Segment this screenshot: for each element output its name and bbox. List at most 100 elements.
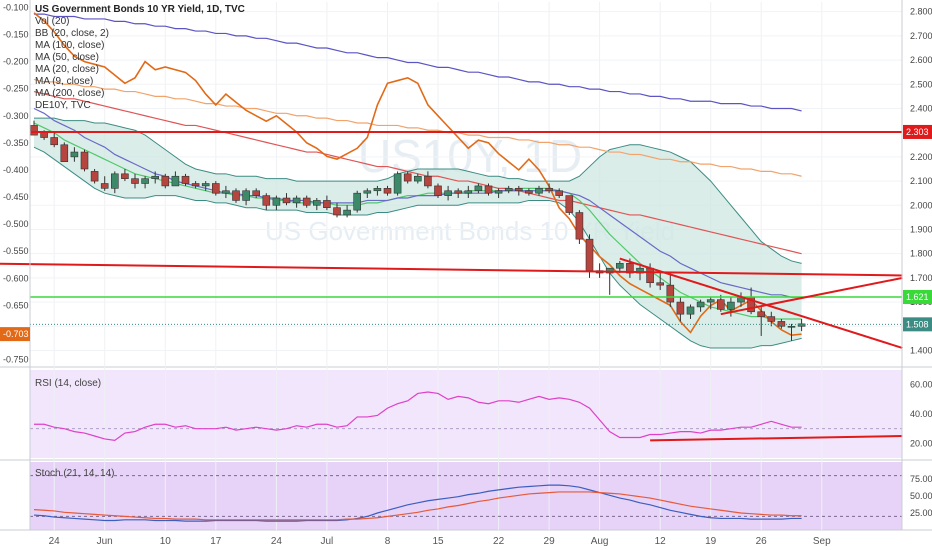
- legend-item-ma200[interactable]: MA (200, close): [35, 88, 105, 99]
- candle-body[interactable]: [626, 263, 634, 274]
- stoch-label[interactable]: Stoch (21, 14, 14): [35, 468, 115, 479]
- candle-body[interactable]: [454, 190, 463, 194]
- y-left-tick-label: -0.400: [3, 165, 29, 175]
- candle-body[interactable]: [434, 185, 442, 196]
- candle-body[interactable]: [424, 175, 432, 187]
- legend-item-ma50[interactable]: MA (50, close): [35, 52, 99, 63]
- candle-body[interactable]: [787, 325, 796, 328]
- candle-body[interactable]: [555, 190, 564, 196]
- candle-body[interactable]: [141, 178, 149, 184]
- candle-body[interactable]: [151, 175, 159, 179]
- trend-line[interactable]: [0, 262, 903, 277]
- candle-body[interactable]: [535, 188, 543, 194]
- candle-body[interactable]: [525, 190, 533, 194]
- price-tags: 2.303 1.621 1.508 -0.703: [0, 124, 932, 342]
- candle-body[interactable]: [676, 301, 685, 315]
- candle-body[interactable]: [181, 175, 190, 184]
- candle-body[interactable]: [545, 188, 553, 192]
- candle-body[interactable]: [484, 185, 493, 194]
- candle-body[interactable]: [464, 190, 473, 194]
- candle-body[interactable]: [686, 306, 695, 315]
- candle-body[interactable]: [222, 190, 230, 194]
- candle-body[interactable]: [292, 197, 301, 204]
- candle-body[interactable]: [212, 183, 220, 194]
- candle-body[interactable]: [262, 195, 271, 206]
- rsi-label[interactable]: RSI (14, close): [35, 378, 102, 389]
- candle-body[interactable]: [252, 190, 260, 196]
- x-tick-label: 24: [271, 536, 283, 547]
- candle-body[interactable]: [474, 185, 483, 192]
- candle-body[interactable]: [646, 267, 654, 284]
- candle-body[interactable]: [312, 200, 321, 206]
- candle-body[interactable]: [403, 173, 412, 182]
- candle-body[interactable]: [343, 209, 351, 216]
- candle-body[interactable]: [706, 299, 715, 303]
- candle-body[interactable]: [121, 173, 129, 179]
- candle-body[interactable]: [30, 125, 38, 136]
- candle-body[interactable]: [494, 190, 503, 194]
- candle-body[interactable]: [727, 301, 735, 310]
- candle-body[interactable]: [444, 190, 452, 196]
- candle-body[interactable]: [242, 190, 250, 201]
- candle-body[interactable]: [353, 192, 362, 211]
- y-left-tick-label: -0.650: [3, 300, 29, 310]
- candle-body[interactable]: [514, 188, 523, 192]
- candle-body[interactable]: [171, 175, 180, 187]
- rsi-trend-line[interactable]: [650, 435, 903, 442]
- candle-body[interactable]: [757, 311, 766, 317]
- candle-body[interactable]: [232, 190, 240, 201]
- candle-body[interactable]: [111, 173, 119, 189]
- candle-body[interactable]: [282, 197, 291, 204]
- legend-item-bb[interactable]: BB (20, close, 2): [35, 28, 109, 39]
- de10y-tag-bg: [0, 327, 30, 342]
- legend-title[interactable]: US Government Bonds 10 YR Yield, 1D, TVC: [35, 4, 245, 15]
- trend-lines[interactable]: [0, 130, 903, 350]
- candle-body[interactable]: [383, 188, 392, 194]
- candle-body[interactable]: [767, 316, 776, 322]
- legend-item-ma20[interactable]: MA (20, close): [35, 64, 99, 75]
- candle-body[interactable]: [716, 299, 725, 310]
- candle-body[interactable]: [131, 178, 139, 184]
- trend-line[interactable]: [619, 257, 903, 350]
- candle-body[interactable]: [40, 132, 48, 138]
- x-tick-label: 10: [160, 536, 172, 547]
- candle-body[interactable]: [413, 175, 422, 182]
- candle-body[interactable]: [333, 207, 341, 216]
- y-left-tick-label: -0.500: [3, 219, 29, 229]
- candle-body[interactable]: [272, 197, 281, 206]
- legend-item-de10y[interactable]: DE10Y, TVC: [35, 100, 91, 111]
- candle-body[interactable]: [80, 151, 89, 170]
- candle-body[interactable]: [50, 137, 59, 146]
- trend-line[interactable]: [720, 276, 903, 316]
- candle-body[interactable]: [393, 173, 402, 194]
- candle-body[interactable]: [302, 197, 311, 206]
- candle-body[interactable]: [565, 195, 574, 213]
- stoch-tick-label: 50.00: [910, 491, 932, 501]
- candle-body[interactable]: [60, 144, 69, 163]
- candle-body[interactable]: [575, 212, 584, 240]
- candle-body[interactable]: [363, 190, 372, 194]
- candle-body[interactable]: [615, 263, 624, 269]
- rsi-pane-bg: [30, 370, 902, 458]
- y-left-tick-label: -0.300: [3, 111, 29, 121]
- candle-body[interactable]: [201, 183, 210, 187]
- x-tick-label: Jul: [321, 536, 334, 547]
- legend-item-ma100[interactable]: MA (100, close): [35, 40, 105, 51]
- candle-body[interactable]: [100, 183, 109, 189]
- candle-body[interactable]: [191, 183, 200, 187]
- candle-body[interactable]: [585, 238, 594, 271]
- candle-body[interactable]: [373, 188, 382, 192]
- candle-body[interactable]: [70, 151, 79, 158]
- candle-body[interactable]: [323, 200, 331, 209]
- candles[interactable]: [30, 120, 806, 341]
- legend-item-vol[interactable]: Vol (20): [35, 16, 70, 27]
- candle-body[interactable]: [161, 175, 170, 187]
- candle-body[interactable]: [666, 284, 675, 303]
- ma50-line: [33, 78, 802, 177]
- candle-body[interactable]: [504, 188, 513, 192]
- candle-body[interactable]: [656, 282, 665, 286]
- candle-body[interactable]: [90, 171, 99, 182]
- candle-body[interactable]: [696, 301, 705, 308]
- legend-item-ma9[interactable]: MA (9, close): [35, 76, 94, 87]
